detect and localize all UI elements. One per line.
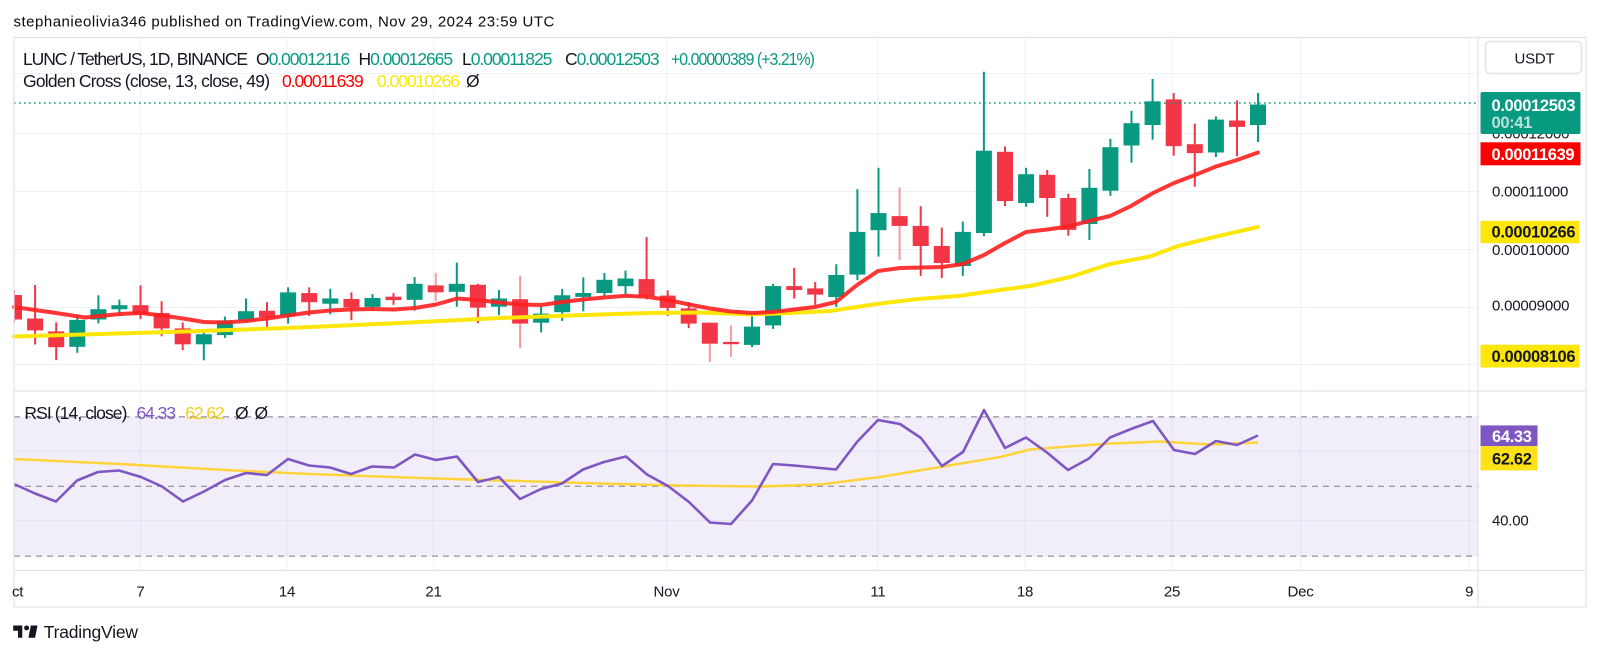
svg-text:USDT: USDT	[1514, 51, 1554, 68]
svg-text:LUNC / TetherUS, 1D, BINANCE: LUNC / TetherUS, 1D, BINANCE	[23, 49, 247, 69]
svg-text:0.00008106: 0.00008106	[1492, 348, 1576, 366]
svg-text:Ø: Ø	[235, 403, 249, 423]
svg-text:25: 25	[1164, 584, 1180, 601]
svg-text:64.33: 64.33	[1492, 428, 1532, 446]
svg-text:TradingView: TradingView	[44, 622, 139, 642]
svg-text:O0.00012116: O0.00012116	[256, 49, 350, 69]
svg-text:21: 21	[425, 584, 441, 601]
svg-text:Golden Cross (close, 13, close: Golden Cross (close, 13, close, 49)	[23, 71, 269, 91]
svg-text:40.00: 40.00	[1492, 512, 1529, 529]
svg-text:0.00010000: 0.00010000	[1492, 242, 1569, 259]
svg-text:0.00009000: 0.00009000	[1492, 298, 1569, 315]
svg-text:RSI (14, close): RSI (14, close)	[24, 403, 126, 423]
svg-text:7: 7	[136, 584, 144, 601]
svg-text:62.62: 62.62	[1492, 451, 1532, 469]
svg-text:C0.00012503: C0.00012503	[565, 49, 659, 69]
svg-text:Dec: Dec	[1287, 584, 1314, 601]
svg-text:H0.00012665: H0.00012665	[359, 49, 453, 69]
svg-text:Ø: Ø	[255, 403, 269, 423]
svg-text:64.33: 64.33	[137, 403, 176, 423]
svg-text:0.00011000: 0.00011000	[1492, 184, 1568, 201]
svg-text:9: 9	[1465, 584, 1473, 601]
svg-text:Nov: Nov	[653, 584, 680, 601]
svg-text:18: 18	[1017, 584, 1033, 601]
svg-text:14: 14	[279, 584, 295, 601]
svg-text:0.00012503: 0.00012503	[1492, 97, 1576, 115]
svg-text:Ø: Ø	[466, 71, 480, 91]
svg-text:+0.00000389 (+3.21%): +0.00000389 (+3.21%)	[671, 49, 814, 69]
svg-text:00:41: 00:41	[1492, 114, 1533, 132]
svg-text:11: 11	[870, 584, 885, 601]
svg-text:62.62: 62.62	[185, 403, 224, 423]
svg-text:0.00011639: 0.00011639	[1492, 146, 1575, 164]
svg-text:ct: ct	[12, 584, 24, 601]
svg-text:stephanieolivia346 published o: stephanieolivia346 published on TradingV…	[14, 13, 555, 30]
svg-text:L0.00011825: L0.00011825	[462, 49, 552, 69]
svg-text:0.00010266: 0.00010266	[1492, 224, 1576, 242]
svg-text:0.00011639: 0.00011639	[282, 71, 363, 91]
svg-text:0.00010266: 0.00010266	[377, 71, 459, 91]
